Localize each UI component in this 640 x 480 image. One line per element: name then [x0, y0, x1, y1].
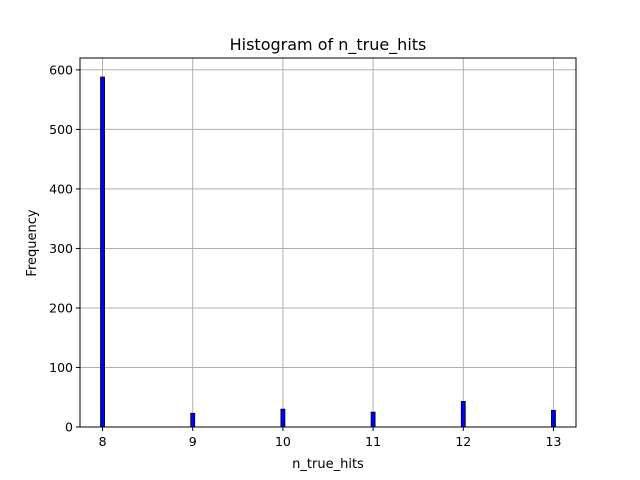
histogram-bar	[190, 412, 196, 428]
histogram-bar	[100, 76, 105, 428]
chart-title: Histogram of n_true_hits	[230, 35, 427, 55]
x-axis-label: n_true_hits	[292, 457, 364, 472]
x-tick-label: 12	[455, 434, 471, 449]
y-axis-label: Frequency	[25, 209, 40, 276]
x-tick-label: 8	[99, 434, 107, 449]
y-tick-label: 400	[49, 181, 73, 196]
histogram-bar	[370, 411, 376, 428]
x-tick-label: 9	[189, 434, 197, 449]
histogram-bar	[280, 408, 286, 428]
y-tick-label: 500	[49, 122, 73, 137]
plot-frame	[79, 57, 577, 428]
histogram-bar	[460, 401, 466, 428]
ticks-group: 8 9 10 11 12 13 0 100 200 300 400 500 600	[49, 62, 561, 449]
y-tick-label: 600	[49, 62, 73, 77]
grid-lines	[80, 58, 576, 428]
x-tick-label: 10	[275, 434, 291, 449]
x-tick-label: 13	[546, 434, 562, 449]
y-tick-label: 200	[49, 300, 73, 315]
y-tick-label: 0	[65, 420, 73, 435]
x-tick-label: 11	[365, 434, 381, 449]
y-tick-label: 300	[49, 241, 73, 256]
y-tick-label: 100	[49, 360, 73, 375]
histogram-bar	[551, 409, 556, 428]
